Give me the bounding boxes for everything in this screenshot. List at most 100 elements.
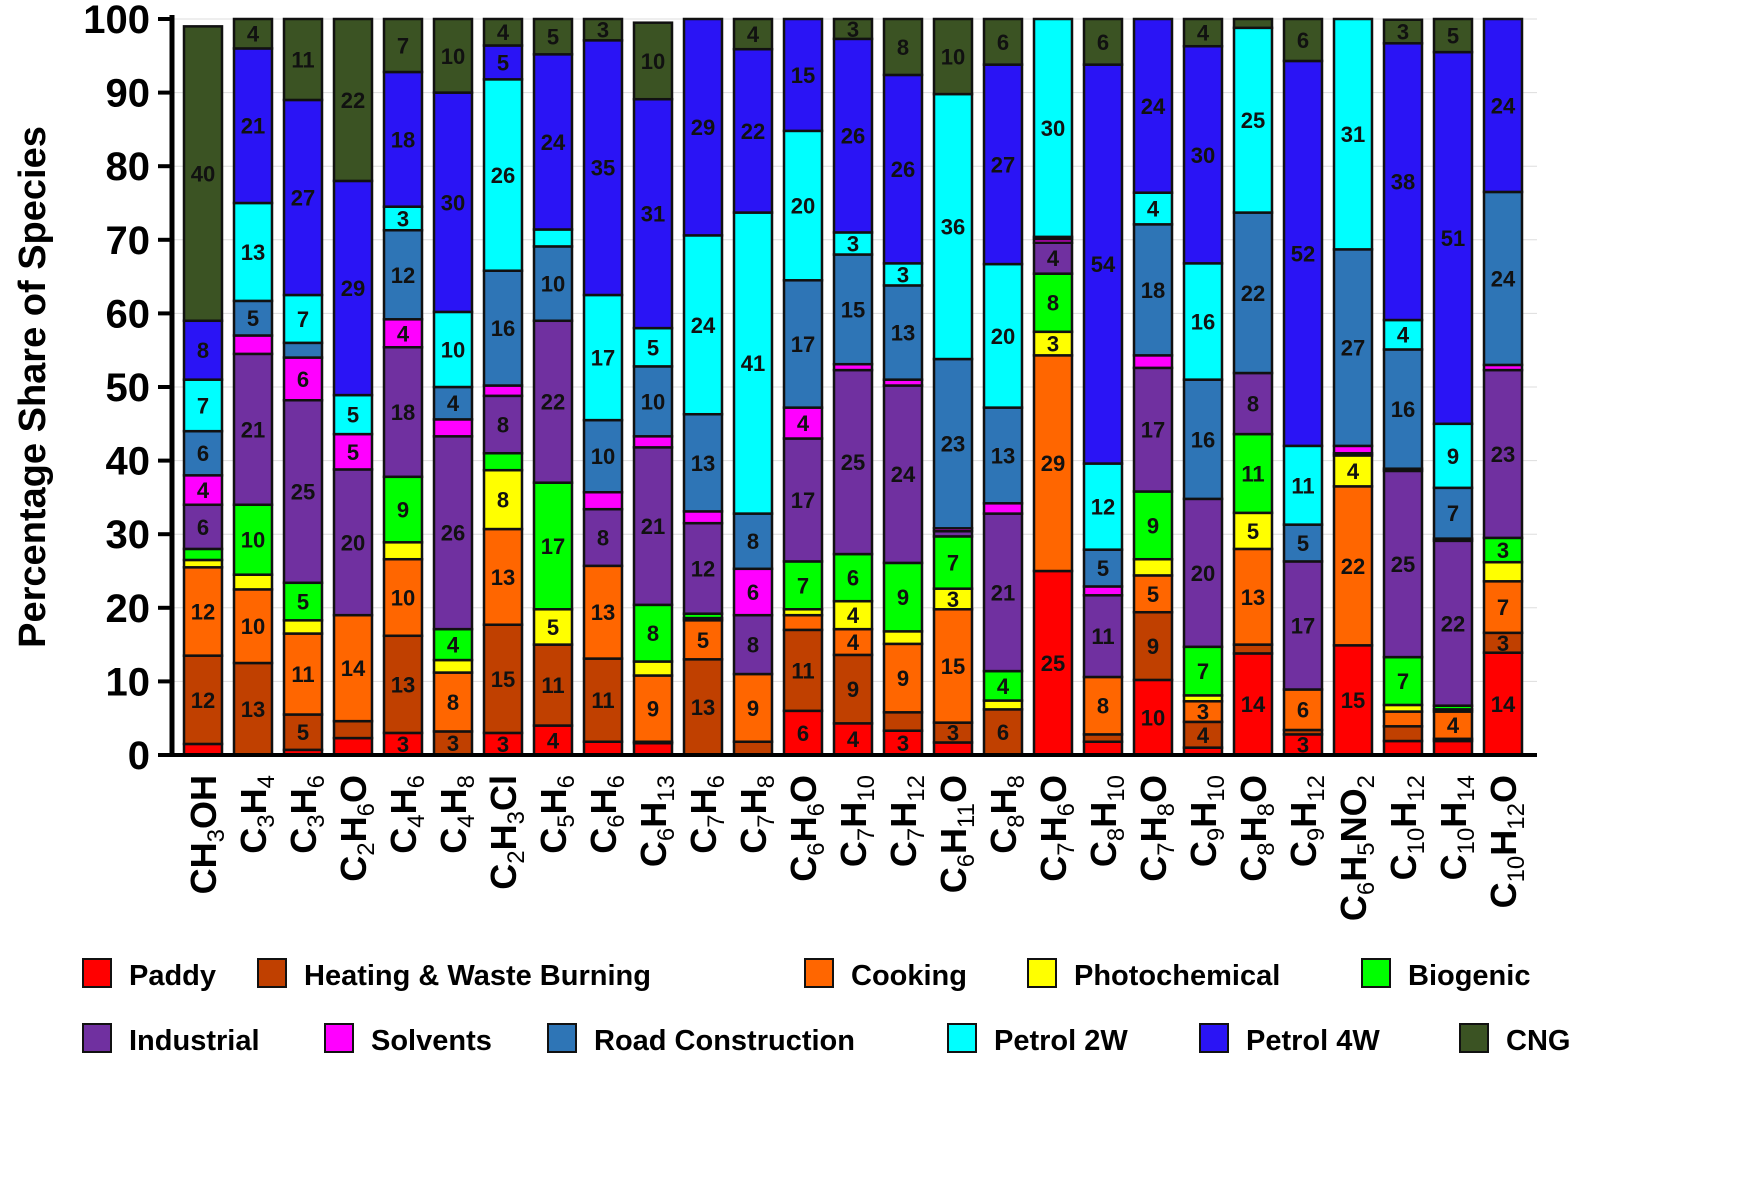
segment-cng: [1082, 17, 1124, 66]
segment-petrol-2w: [1332, 17, 1374, 251]
segment-heating-waste-burning: [1132, 610, 1174, 682]
bar-C6H6: 11 13 8 10 17 35 3: [582, 18, 624, 757]
data-label: 6: [747, 580, 759, 605]
data-label: 20: [791, 194, 815, 219]
data-label: 10: [241, 528, 265, 553]
data-label: 3: [847, 17, 859, 42]
data-label: 10: [441, 44, 465, 69]
x-tick-label: C3H6: [283, 775, 330, 854]
bar-C8H8O: 14 13 5 11 8 22 25: [1232, 17, 1274, 757]
data-label: 16: [1191, 427, 1215, 452]
data-label: 4: [497, 20, 510, 45]
bar-C7H12: 3 9 9 24 13 3 26 8: [882, 17, 924, 757]
data-label: 11: [791, 658, 814, 683]
y-tick-label: 40: [106, 440, 151, 484]
data-label: 9: [897, 666, 909, 691]
x-tick-label: C6H6O: [783, 775, 830, 882]
x-tick-labels: CH3OHC3H4C3H6C2H6OC4H6C4H8C2H3ClC5H6C6H6…: [183, 775, 1530, 921]
data-label: 12: [691, 556, 715, 581]
data-label: 9: [1147, 513, 1159, 538]
segment-industrial: [882, 384, 924, 565]
data-label: 24: [1491, 266, 1516, 291]
data-label: 5: [547, 25, 559, 50]
bar-C6H6O: 6 11 7 17 4 17 20 15: [782, 17, 824, 757]
data-label: 13: [1241, 585, 1265, 610]
x-tick-label: C7H6: [683, 775, 730, 854]
data-label: 6: [197, 441, 209, 466]
data-label: 6: [847, 566, 859, 591]
bar-C2H6O: 14 20 5 5 29 22: [332, 17, 374, 757]
data-label: 15: [491, 667, 515, 692]
segment-industrial: [1282, 560, 1324, 691]
legend-item-biogenic: Biogenic: [1361, 958, 1530, 992]
data-label: 25: [1391, 552, 1415, 577]
data-label: 8: [1047, 291, 1059, 316]
segment-petrol-4w: [582, 39, 624, 297]
segment-cng: [1232, 17, 1274, 30]
segment-solvents: [582, 490, 624, 511]
segment-cng: [882, 17, 924, 77]
data-label: 13: [691, 451, 715, 476]
data-label: 10: [391, 585, 415, 610]
data-label: 15: [941, 654, 965, 679]
x-tick-label: C10H12: [1383, 775, 1430, 880]
data-label: 12: [391, 263, 415, 288]
segment-cooking: [782, 613, 824, 632]
data-label: 13: [691, 695, 715, 720]
x-tick-label: C8H10: [1083, 775, 1130, 867]
data-label: 4: [847, 727, 860, 752]
segment-solvents: [1082, 585, 1124, 597]
data-label: 10: [941, 45, 965, 70]
segment-solvents: [432, 418, 474, 438]
segment-road-construction: [1482, 190, 1524, 367]
data-label: 3: [1047, 332, 1059, 357]
segment-cooking: [1282, 688, 1324, 732]
data-label: 13: [241, 697, 265, 722]
bar-C7H6: 13 5 12 13 24 29: [682, 17, 724, 757]
segment-petrol-4w: [382, 70, 424, 208]
segment-petrol-4w: [1182, 44, 1224, 265]
data-label: 4: [847, 603, 860, 628]
data-label: 8: [747, 529, 759, 554]
segment-heating-waste-burning: [382, 634, 424, 735]
data-label: 10: [441, 337, 465, 362]
data-label: 4: [847, 630, 860, 655]
data-label: 13: [491, 565, 515, 590]
segment-cng: [182, 25, 224, 323]
x-tick-label: CH3OH: [183, 775, 230, 894]
data-label: 3: [1397, 20, 1409, 45]
legend-swatch: [1199, 1023, 1229, 1053]
data-label: 5: [1147, 582, 1159, 607]
x-tick-label: C4H6: [383, 775, 430, 854]
data-label: 20: [341, 530, 365, 555]
data-label: 24: [691, 313, 716, 338]
segment-cng: [832, 17, 874, 41]
segment-photochemical: [1482, 560, 1524, 583]
segment-industrial: [1382, 469, 1424, 659]
y-tick-label: 0: [128, 734, 150, 778]
bar-C2H3Cl: 3 15 13 8 8 16 26 5 4: [482, 17, 524, 757]
segment-cooking: [432, 671, 474, 733]
data-label: 18: [391, 127, 415, 152]
data-label: 8: [1097, 694, 1109, 719]
data-label: 3: [947, 721, 959, 746]
data-label: 9: [1447, 444, 1459, 469]
legend-label: Heating & Waste Burning: [304, 960, 651, 992]
segment-cooking: [1232, 547, 1274, 646]
data-label: 10: [591, 444, 615, 469]
data-label: 26: [891, 157, 915, 182]
data-label: 22: [1241, 281, 1265, 306]
legend-item-solvents: Solvents: [324, 1023, 492, 1057]
segment-cooking: [332, 613, 374, 723]
segment-petrol-2w: [932, 92, 974, 361]
data-label: 3: [847, 231, 859, 256]
data-label: 7: [1197, 659, 1209, 684]
segment-industrial: [1432, 539, 1474, 707]
data-label: 3: [1497, 538, 1509, 563]
legend-swatch: [1027, 958, 1057, 988]
data-label: 26: [491, 163, 515, 188]
data-label: 5: [1297, 531, 1309, 556]
bar-C4H8: 3 8 4 26 4 10 30 10: [432, 17, 474, 757]
data-label: 4: [1197, 723, 1210, 748]
segment-cng: [282, 17, 324, 102]
